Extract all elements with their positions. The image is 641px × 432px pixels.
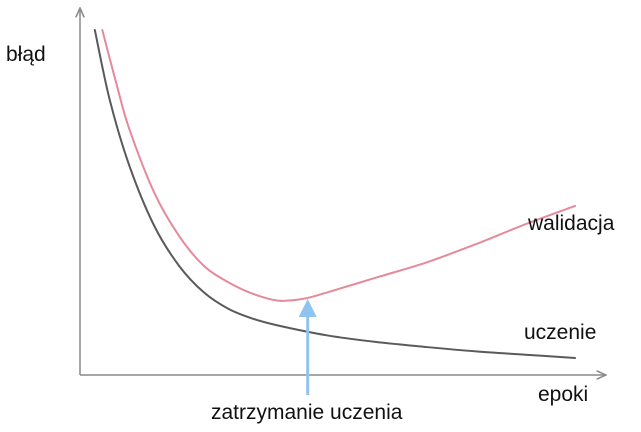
annotation-label: zatrzymanie uczenia <box>211 401 403 424</box>
y-axis-label: błąd <box>6 43 46 66</box>
validation-series-label: walidacja <box>527 212 615 235</box>
x-axis-label: epoki <box>538 383 588 406</box>
training-series-label: uczenie <box>524 321 596 344</box>
series-layer <box>93 29 576 360</box>
training-curve <box>93 29 576 360</box>
validation-curve <box>101 29 576 302</box>
